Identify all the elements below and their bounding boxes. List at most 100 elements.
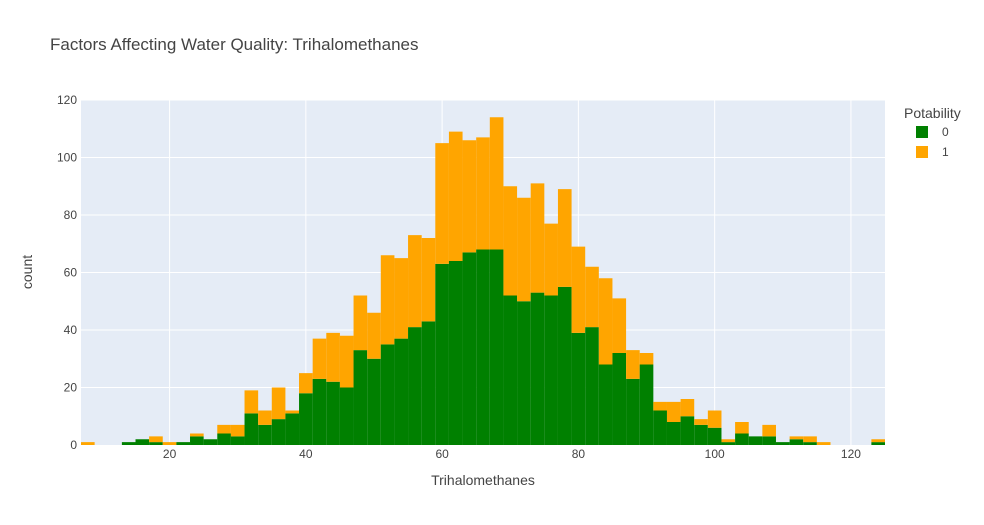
bar-series-1[interactable] <box>544 223 558 296</box>
bar-series-0[interactable] <box>353 350 368 445</box>
bar-series-1[interactable] <box>367 312 381 359</box>
bar-series-1[interactable] <box>448 131 463 261</box>
bar-series-0[interactable] <box>394 338 409 445</box>
bar-series-0[interactable] <box>448 261 463 445</box>
bar-series-1[interactable] <box>421 238 436 322</box>
bar-series-1[interactable] <box>285 410 300 414</box>
bar-series-1[interactable] <box>299 373 313 394</box>
bar-series-1[interactable] <box>598 278 613 365</box>
bar-series-1[interactable] <box>503 186 518 296</box>
bar-series-1[interactable] <box>339 335 354 388</box>
bar-series-0[interactable] <box>217 433 231 446</box>
bar-series-1[interactable] <box>312 338 327 379</box>
bar-series-0[interactable] <box>312 378 327 445</box>
bar-series-0[interactable] <box>585 327 599 445</box>
bar-series-1[interactable] <box>517 197 531 302</box>
bar-series-1[interactable] <box>380 255 395 345</box>
bar-series-1[interactable] <box>530 183 545 293</box>
bar-series-1[interactable] <box>326 332 340 382</box>
bar-series-1[interactable] <box>639 353 654 365</box>
bar-series-0[interactable] <box>435 263 449 445</box>
bar-series-1[interactable] <box>462 140 477 253</box>
bar-series-0[interactable] <box>462 252 477 445</box>
bar-series-0[interactable] <box>557 286 572 445</box>
bar-series-0[interactable] <box>653 410 667 446</box>
legend-item-1[interactable]: 1 <box>916 145 949 159</box>
bar-series-1[interactable] <box>626 350 640 379</box>
bar-series-1[interactable] <box>476 137 490 250</box>
bar-series-0[interactable] <box>258 424 272 445</box>
bar-series-0[interactable] <box>762 436 776 445</box>
bar-series-0[interactable] <box>271 419 286 445</box>
bar-series-1[interactable] <box>803 436 817 443</box>
bar-series-0[interactable] <box>121 442 136 445</box>
bar-series-0[interactable] <box>367 358 381 445</box>
bar-series-1[interactable] <box>230 424 245 437</box>
bar-series-0[interactable] <box>707 427 722 445</box>
bar-series-0[interactable] <box>803 442 817 445</box>
bar-series-0[interactable] <box>190 436 204 445</box>
bar-series-1[interactable] <box>612 298 627 353</box>
bar-series-1[interactable] <box>394 258 409 339</box>
bar-series-0[interactable] <box>149 442 163 445</box>
bar-series-1[interactable] <box>653 401 667 411</box>
bar-series-0[interactable] <box>299 393 313 445</box>
bar-series-1[interactable] <box>435 143 449 264</box>
bar-series-1[interactable] <box>694 419 708 425</box>
bar-series-0[interactable] <box>680 416 695 445</box>
bar-series-0[interactable] <box>735 433 749 446</box>
bar-series-1[interactable] <box>149 436 163 443</box>
bar-series-1[interactable] <box>162 442 177 445</box>
bar-series-0[interactable] <box>694 424 708 445</box>
bar-series-1[interactable] <box>489 117 504 250</box>
bar-series-1[interactable] <box>244 390 259 414</box>
bar-series-0[interactable] <box>203 439 218 445</box>
bar-series-1[interactable] <box>789 436 804 440</box>
bar-series-0[interactable] <box>775 442 790 445</box>
bar-series-0[interactable] <box>598 364 613 446</box>
bar-series-1[interactable] <box>81 442 95 445</box>
bar-series-0[interactable] <box>571 332 586 445</box>
bar-series-0[interactable] <box>421 321 436 445</box>
bar-series-1[interactable] <box>258 410 272 425</box>
bar-series-0[interactable] <box>380 344 395 445</box>
bar-series-1[interactable] <box>762 424 776 437</box>
bar-series-1[interactable] <box>571 246 586 333</box>
bar-series-1[interactable] <box>585 266 599 328</box>
bar-series-1[interactable] <box>271 387 286 420</box>
bar-series-1[interactable] <box>557 189 572 287</box>
bar-series-1[interactable] <box>217 424 231 434</box>
legend[interactable]: Potability 0 1 <box>904 105 961 159</box>
legend-item-0[interactable]: 0 <box>916 125 949 139</box>
bar-series-1[interactable] <box>816 442 831 445</box>
bar-series-0[interactable] <box>408 327 422 445</box>
bar-series-0[interactable] <box>871 442 885 445</box>
bar-series-1[interactable] <box>871 439 885 443</box>
bar-series-0[interactable] <box>244 413 259 445</box>
bar-series-0[interactable] <box>612 353 627 445</box>
bar-series-0[interactable] <box>285 413 300 445</box>
bar-series-0[interactable] <box>326 381 340 445</box>
bar-series-0[interactable] <box>135 439 150 445</box>
bar-series-0[interactable] <box>626 378 640 445</box>
bar-series-1[interactable] <box>680 399 695 417</box>
bar-series-0[interactable] <box>530 292 545 445</box>
bar-series-0[interactable] <box>476 249 490 446</box>
bar-series-0[interactable] <box>517 301 531 445</box>
bar-series-1[interactable] <box>707 410 722 428</box>
bar-series-0[interactable] <box>230 436 245 445</box>
bar-series-0[interactable] <box>639 364 654 446</box>
bar-series-0[interactable] <box>789 439 804 445</box>
bar-series-0[interactable] <box>544 295 558 446</box>
bar-series-0[interactable] <box>666 422 681 445</box>
bar-series-1[interactable] <box>735 422 749 434</box>
bar-series-0[interactable] <box>176 442 191 445</box>
bar-series-1[interactable] <box>353 295 368 351</box>
bar-series-1[interactable] <box>190 433 204 437</box>
bar-series-1[interactable] <box>721 439 736 443</box>
bar-series-0[interactable] <box>748 436 763 445</box>
bar-series-0[interactable] <box>721 442 736 445</box>
bar-series-1[interactable] <box>408 235 422 328</box>
bar-series-0[interactable] <box>339 387 354 446</box>
bar-series-0[interactable] <box>489 249 504 446</box>
